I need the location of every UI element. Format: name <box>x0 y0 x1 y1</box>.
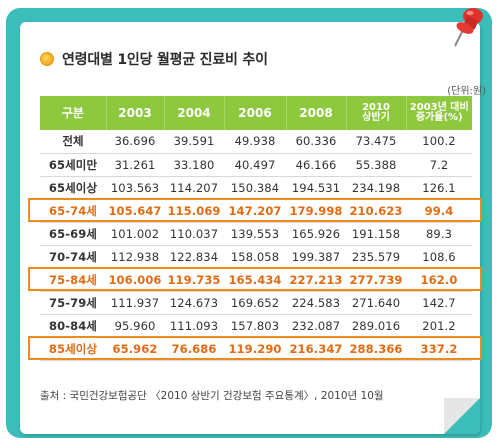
table-cell: 55.388 <box>346 153 406 177</box>
table-cell: 103.563 <box>106 176 164 200</box>
row-label: 65-69세 <box>40 222 106 246</box>
row-label: 65세미만 <box>40 153 106 177</box>
table-cell: 199.387 <box>286 245 346 269</box>
table-row: 전체 36.696 39.591 49.938 60.336 73.475 100.2 <box>40 130 472 154</box>
table-body: 전체 36.696 39.591 49.938 60.336 73.475 100.2 65세… <box>40 130 472 361</box>
table-cell: 111.937 <box>106 291 164 315</box>
header-2010-h1: 2010 상반기 <box>346 96 407 130</box>
table-cell: 234.198 <box>346 176 406 200</box>
source-note: 출처 : 국민건강보험공단 〈2010 상반기 건강보험 주요통계〉, 2010… <box>40 390 384 402</box>
table-cell: 31.261 <box>106 153 164 177</box>
table-cell: 101.002 <box>106 222 164 246</box>
row-label: 65세이상 <box>40 176 106 200</box>
title-bullet-icon <box>40 52 54 66</box>
table-cell: 110.037 <box>164 222 224 246</box>
table-cell: 65.962 <box>106 337 164 361</box>
table-cell: 224.583 <box>286 291 346 315</box>
table-cell: 165.926 <box>286 222 346 246</box>
table-row: 65세이상 103.563 114.207 150.384 194.531 234.198… <box>40 176 472 200</box>
header-row: 구분 2003 2004 2006 2008 2010 상반기 2003년 대비 증… <box>40 96 472 130</box>
table-cell: 158.058 <box>224 245 286 269</box>
header-2004: 2004 <box>164 96 225 130</box>
table-cell: 122.834 <box>164 245 224 269</box>
table-cell: 119.290 <box>224 337 286 361</box>
table-cell: 147.207 <box>224 199 286 223</box>
table-row: 80-84세 95.960 111.093 157.803 232.087 289.016… <box>40 314 472 338</box>
table-cell: 194.531 <box>286 176 346 200</box>
header-2003: 2003 <box>106 96 165 130</box>
table-cell: 150.384 <box>224 176 286 200</box>
table-cell: 7.2 <box>406 153 472 177</box>
table-cell: 169.652 <box>224 291 286 315</box>
row-label: 85세이상 <box>40 337 106 361</box>
table-cell: 112.938 <box>106 245 164 269</box>
row-label: 65-74세 <box>40 199 106 223</box>
row-label: 75-79세 <box>40 291 106 315</box>
table-cell: 232.087 <box>286 314 346 338</box>
header-2008: 2008 <box>286 96 347 130</box>
table-cell: 36.696 <box>106 130 164 154</box>
table-cell: 235.579 <box>346 245 406 269</box>
table-cell: 191.158 <box>346 222 406 246</box>
table-row: 65-69세 101.002 110.037 139.553 165.926 191.15… <box>40 222 472 246</box>
header-category: 구분 <box>40 96 107 130</box>
table-row: 70-74세 112.938 122.834 158.058 199.387 235.57… <box>40 245 472 269</box>
table-cell: 337.2 <box>406 337 472 361</box>
table-cell: 201.2 <box>406 314 472 338</box>
row-label: 80-84세 <box>40 314 106 338</box>
header-2006: 2006 <box>224 96 287 130</box>
table-cell: 73.475 <box>346 130 406 154</box>
table-cell: 114.207 <box>164 176 224 200</box>
table-cell: 210.623 <box>346 199 406 223</box>
table-cell: 49.938 <box>224 130 286 154</box>
title-row: 연령대별 1인당 월평균 진료비 추이 <box>40 48 268 70</box>
table-cell: 46.166 <box>286 153 346 177</box>
table-cell: 105.647 <box>106 199 164 223</box>
table-cell: 162.0 <box>406 268 472 292</box>
unit-label: (단위:원) <box>447 86 486 97</box>
table-cell: 115.069 <box>164 199 224 223</box>
table-cell: 227.213 <box>286 268 346 292</box>
data-table: 구분 2003 2004 2006 2008 2010 상반기 2003년 대비 증… <box>40 96 472 361</box>
table-cell: 142.7 <box>406 291 472 315</box>
table-cell: 76.686 <box>164 337 224 361</box>
table-cell: 126.1 <box>406 176 472 200</box>
table-cell: 119.735 <box>164 268 224 292</box>
table-cell: 277.739 <box>346 268 406 292</box>
push-pin-icon <box>454 8 483 47</box>
table-cell: 99.4 <box>406 199 472 223</box>
table-cell: 289.016 <box>346 314 406 338</box>
table-row: 75-84세 106.006 119.735 165.434 227.213 277.73… <box>40 268 472 292</box>
page-curl <box>444 398 480 434</box>
row-label: 75-84세 <box>40 268 106 292</box>
table-row: 65세미만 31.261 33.180 40.497 46.166 55.388 7.2 <box>40 153 472 177</box>
table-row: 75-79세 111.937 124.673 169.652 224.583 271.64… <box>40 291 472 315</box>
table-cell: 60.336 <box>286 130 346 154</box>
table-row: 85세이상 65.962 76.686 119.290 216.347 288.366 33… <box>40 337 472 361</box>
table-cell: 288.366 <box>346 337 406 361</box>
table-cell: 100.2 <box>406 130 472 154</box>
page-title: 연령대별 1인당 월평균 진료비 추이 <box>62 52 268 68</box>
table-cell: 216.347 <box>286 337 346 361</box>
row-label: 전체 <box>40 130 106 154</box>
table-cell: 165.434 <box>224 268 286 292</box>
table-cell: 271.640 <box>346 291 406 315</box>
table-cell: 139.553 <box>224 222 286 246</box>
table-cell: 89.3 <box>406 222 472 246</box>
table-cell: 106.006 <box>106 268 164 292</box>
table-cell: 111.093 <box>164 314 224 338</box>
table-cell: 108.6 <box>406 245 472 269</box>
table-cell: 40.497 <box>224 153 286 177</box>
table-cell: 124.673 <box>164 291 224 315</box>
row-label: 70-74세 <box>40 245 106 269</box>
table-cell: 39.591 <box>164 130 224 154</box>
table-cell: 95.960 <box>106 314 164 338</box>
table-cell: 33.180 <box>164 153 224 177</box>
header-increase-rate: 2003년 대비 증가율(%) <box>406 96 472 130</box>
table-row: 65-74세 105.647 115.069 147.207 179.998 210.62… <box>40 199 472 223</box>
table-cell: 157.803 <box>224 314 286 338</box>
table-cell: 179.998 <box>286 199 346 223</box>
